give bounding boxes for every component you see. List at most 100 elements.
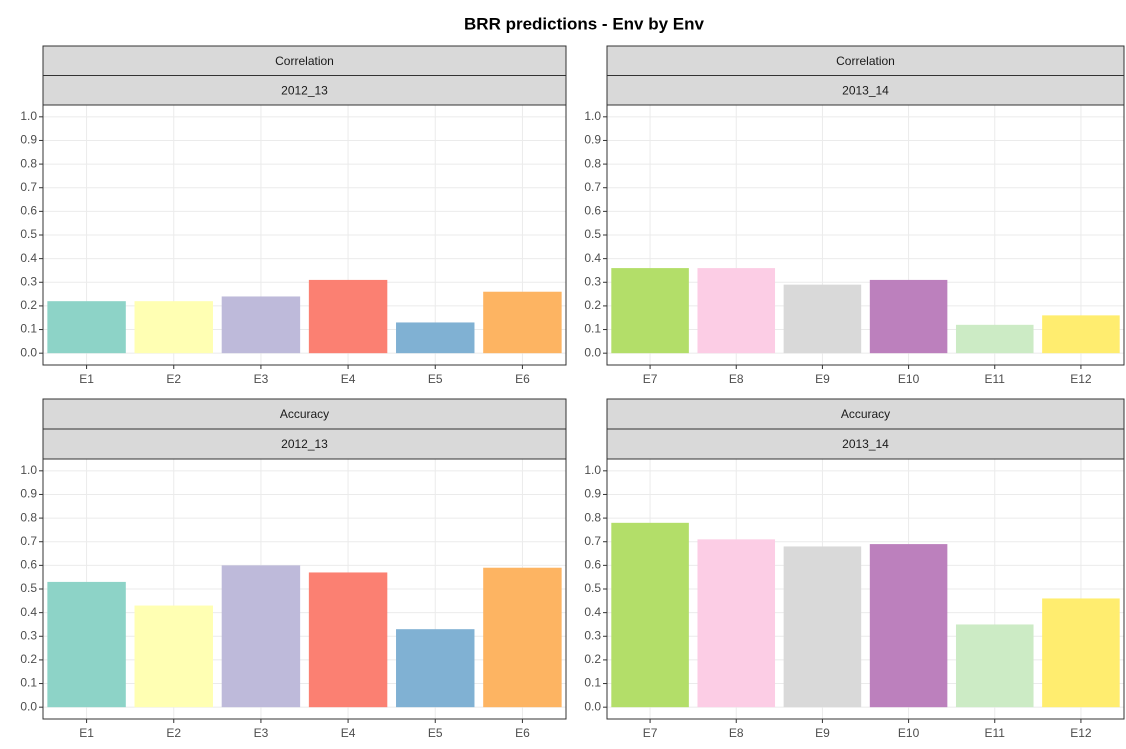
panel-border [42, 458, 567, 720]
bar [396, 322, 475, 354]
y-tick-label: 0.4 [20, 251, 37, 265]
y-tick-label: 0.0 [584, 699, 601, 713]
bar [1042, 315, 1120, 354]
y-tick-label: 0.5 [20, 227, 37, 241]
bar [783, 284, 862, 354]
x-tick-label: E12 [1070, 372, 1092, 386]
x-tick-label: E3 [254, 372, 269, 386]
x-tick-label: E5 [428, 372, 443, 386]
bar [483, 567, 562, 708]
x-tick-label: E5 [428, 726, 443, 740]
y-tick-label: 0.4 [584, 251, 601, 265]
facet-strip [42, 45, 567, 76]
x-tick-label: E7 [643, 372, 658, 386]
y-tick-label: 0.0 [584, 345, 601, 359]
y-tick-label: 0.1 [584, 676, 601, 690]
bar [47, 581, 126, 708]
y-tick-label: 0.7 [20, 180, 37, 194]
y-tick-label: 0.3 [584, 274, 601, 288]
bar [221, 296, 301, 354]
y-tick-label: 1.0 [584, 109, 601, 123]
x-tick-label: E10 [898, 372, 920, 386]
strip-label: 2013_14 [842, 83, 889, 97]
bar [869, 544, 948, 708]
bar [869, 279, 948, 354]
y-tick-label: 0.4 [20, 605, 37, 619]
bar [134, 301, 213, 354]
x-tick-label: E9 [815, 726, 830, 740]
strip-label: Correlation [836, 54, 895, 68]
x-tick-label: E1 [79, 726, 94, 740]
bar [955, 624, 1034, 708]
y-tick-label: 0.1 [20, 676, 37, 690]
y-tick-label: 0.9 [20, 487, 37, 501]
strip-label: 2012_13 [281, 83, 328, 97]
facet-strip [606, 75, 1125, 106]
panel-border [606, 458, 1125, 720]
y-tick-label: 0.1 [584, 322, 601, 336]
facet-strip [42, 428, 567, 460]
bar [1042, 598, 1120, 708]
y-tick-label: 0.6 [20, 204, 37, 218]
bar [697, 539, 776, 708]
bar [221, 565, 301, 708]
y-tick-label: 1.0 [20, 109, 37, 123]
y-tick-label: 0.7 [20, 534, 37, 548]
bar [308, 279, 388, 354]
x-tick-label: E4 [341, 372, 356, 386]
x-tick-label: E11 [985, 726, 1006, 740]
x-tick-label: E3 [254, 726, 269, 740]
x-tick-label: E9 [815, 372, 830, 386]
facet-strip [606, 45, 1125, 76]
facet-strip [42, 75, 567, 106]
x-tick-label: E12 [1070, 726, 1092, 740]
y-tick-label: 0.6 [584, 558, 601, 572]
y-tick-label: 0.1 [20, 322, 37, 336]
y-tick-label: 0.2 [584, 298, 601, 312]
y-tick-label: 0.3 [20, 628, 37, 642]
bar [611, 268, 689, 354]
y-tick-label: 0.7 [584, 180, 601, 194]
y-tick-label: 0.3 [20, 274, 37, 288]
strip-label: 2013_14 [842, 437, 889, 451]
y-tick-label: 0.0 [20, 699, 37, 713]
y-tick-label: 0.5 [584, 227, 601, 241]
x-tick-label: E4 [341, 726, 356, 740]
bar [396, 629, 475, 708]
y-tick-label: 0.8 [584, 510, 601, 524]
y-tick-label: 0.8 [20, 156, 37, 170]
y-tick-label: 0.9 [20, 133, 37, 147]
x-tick-label: E1 [79, 372, 94, 386]
y-tick-label: 0.2 [584, 652, 601, 666]
bar [134, 605, 213, 708]
y-tick-label: 0.9 [584, 487, 601, 501]
panel-border [606, 104, 1125, 366]
facet-strip [606, 428, 1125, 460]
bar [783, 546, 862, 708]
y-tick-label: 1.0 [20, 463, 37, 477]
y-tick-label: 0.2 [20, 298, 37, 312]
y-tick-label: 0.5 [20, 581, 37, 595]
bar [308, 572, 388, 708]
chart-title: BRR predictions - Env by Env [464, 14, 704, 33]
y-tick-label: 0.0 [20, 345, 37, 359]
strip-label: Accuracy [280, 407, 329, 421]
x-tick-label: E2 [166, 726, 181, 740]
bar [697, 268, 776, 354]
y-tick-label: 1.0 [584, 463, 601, 477]
x-tick-label: E8 [729, 726, 744, 740]
strip-label: 2012_13 [281, 437, 328, 451]
y-tick-label: 0.4 [584, 605, 601, 619]
x-tick-label: E10 [898, 726, 920, 740]
x-tick-label: E6 [515, 726, 530, 740]
y-tick-label: 0.3 [584, 628, 601, 642]
bar [955, 324, 1034, 354]
strip-label: Accuracy [841, 407, 890, 421]
x-tick-label: E11 [985, 372, 1006, 386]
x-tick-label: E2 [166, 372, 181, 386]
y-tick-label: 0.5 [584, 581, 601, 595]
x-tick-label: E8 [729, 372, 744, 386]
y-tick-label: 0.8 [20, 510, 37, 524]
y-tick-label: 0.8 [584, 156, 601, 170]
